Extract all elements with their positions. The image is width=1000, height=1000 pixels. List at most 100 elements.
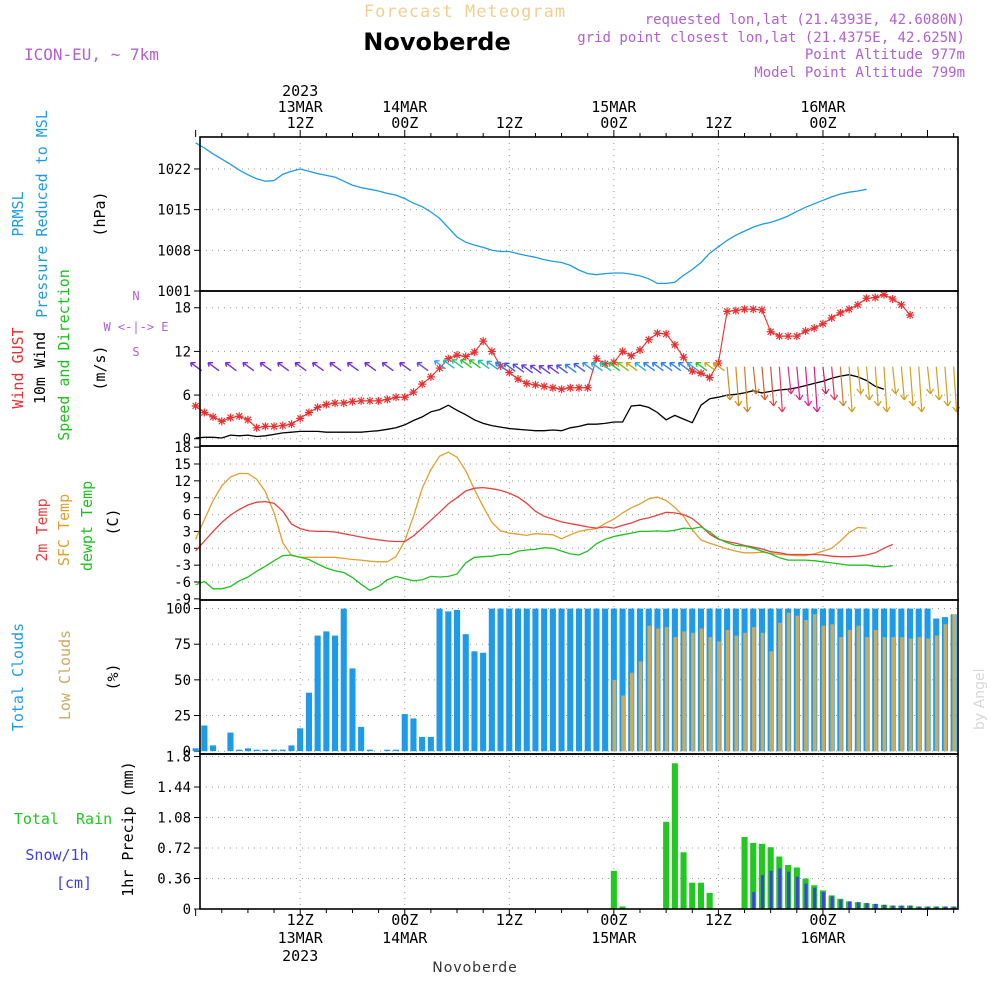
top-time-label-3: 15MAR	[591, 98, 637, 116]
low-cloud-bar	[943, 624, 948, 752]
gust-marker	[200, 408, 209, 417]
low-cloud-bar	[673, 637, 678, 752]
bottom-time-label-1: 14MAR	[382, 929, 428, 947]
gust-marker	[531, 380, 540, 389]
wind-arrow	[943, 366, 952, 407]
low-cloud-bar	[917, 637, 922, 752]
wind-arrow	[608, 361, 621, 372]
wind-arrow	[660, 361, 673, 372]
total-cloud-bar	[515, 608, 522, 752]
low-cloud-bar	[865, 637, 869, 752]
wind-arrow	[821, 366, 830, 395]
wind-arrow	[460, 358, 473, 369]
precip-tick-label-0: 0	[183, 902, 191, 918]
gust-marker	[357, 396, 366, 405]
snow-bar	[874, 903, 878, 909]
gust-marker	[705, 373, 714, 382]
gust-marker	[801, 327, 810, 336]
gust-marker	[426, 372, 435, 381]
low-cloud-bar	[656, 628, 660, 752]
temp-tick-label-0: -9	[174, 592, 191, 608]
point-altitude: Point Altitude 977m	[805, 47, 965, 63]
wind-arrow	[777, 366, 786, 413]
wind-arrow	[873, 366, 882, 407]
total-cloud-bar	[497, 608, 504, 752]
pressure-tick-label-3: 1022	[157, 162, 191, 178]
top-time-label-0: 2023	[282, 82, 318, 100]
total-cloud-bar	[332, 635, 339, 752]
wind-arrow	[769, 366, 778, 407]
wind-arrow	[599, 361, 612, 372]
snow-bar	[830, 896, 834, 909]
wind-arrow	[451, 359, 464, 369]
pressure-unit: (hPa)	[91, 191, 109, 236]
gust-marker	[339, 399, 348, 408]
low-cloud-bar	[708, 637, 713, 752]
gust-marker	[688, 367, 697, 376]
gust-marker	[601, 359, 610, 368]
snow-bar	[935, 906, 939, 909]
top-time-label-1: 14MAR	[382, 98, 428, 116]
gust-marker	[365, 396, 374, 405]
requested-coords: requested lon,lat (21.4393E, 42.6080N)	[645, 12, 965, 28]
gust-marker	[827, 313, 836, 322]
wind-arrow	[538, 364, 551, 375]
gust-marker	[810, 324, 819, 333]
snow-bar	[909, 905, 912, 909]
temp-tick-label-3: 0	[183, 541, 191, 557]
gust-marker	[879, 290, 888, 299]
total-cloud-bar	[541, 608, 548, 752]
wind-arrow	[555, 364, 568, 374]
gust-marker	[313, 403, 322, 412]
clouds-unit: (%)	[104, 663, 122, 690]
low-cloud-bar	[873, 629, 878, 752]
gust-marker	[740, 305, 749, 314]
wind-arrow	[865, 366, 874, 401]
wind-arrow	[651, 361, 664, 372]
rain-bar	[750, 842, 757, 909]
gust-marker	[862, 294, 871, 303]
gust-marker	[662, 329, 671, 338]
low-cloud-bar	[778, 622, 782, 752]
snow-bar	[795, 876, 799, 909]
bottom-time-label-3: 15MAR	[591, 929, 637, 947]
total-cloud-bar	[584, 608, 591, 752]
rain-bar	[610, 870, 617, 909]
gust-marker	[226, 413, 235, 422]
bottom-time-label-5: 00Z	[809, 911, 836, 929]
gust-marker	[836, 308, 845, 317]
gust-marker	[792, 332, 801, 341]
gust-marker	[235, 412, 244, 421]
wind-arrow	[224, 361, 237, 372]
clouds-label-2: Low Clouds	[56, 630, 74, 720]
total-cloud-bar	[462, 634, 469, 752]
temp-tick-label-9: 18	[174, 440, 191, 456]
wind-unit: (m/s)	[91, 345, 109, 390]
top-time-label-1: 00Z	[391, 114, 418, 132]
low-cloud-bar	[612, 679, 617, 752]
low-cloud-bar	[621, 695, 625, 752]
rain-bar	[689, 882, 696, 909]
bottom-time-label-3: 00Z	[600, 911, 627, 929]
wind-tick-label-2: 12	[174, 344, 191, 360]
top-time-label-5: 00Z	[809, 114, 836, 132]
gust-marker	[470, 348, 479, 357]
rain-bar	[671, 763, 678, 909]
wind-arrow	[838, 366, 847, 407]
total-cloud-bar	[279, 749, 286, 752]
total-cloud-bar	[427, 736, 434, 752]
total-cloud-bar	[244, 748, 251, 752]
total-cloud-bar	[201, 725, 208, 752]
top-time-label-2: 12Z	[496, 114, 523, 132]
gust-marker	[392, 393, 401, 402]
wind-arrow	[704, 361, 717, 372]
gust-marker	[444, 354, 453, 363]
gust-marker	[749, 305, 758, 314]
gust-marker	[287, 420, 296, 429]
gust-marker	[627, 351, 636, 360]
low-cloud-bar	[795, 615, 800, 752]
precip-unit: 1hr Precip (mm)	[119, 761, 137, 896]
total-cloud-bar	[480, 652, 487, 752]
gust-marker	[383, 395, 392, 404]
snow-bar	[943, 906, 947, 909]
